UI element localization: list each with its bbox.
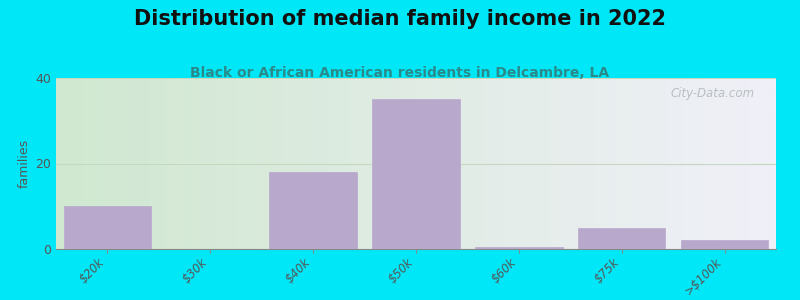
- Bar: [64, 206, 151, 249]
- Bar: [372, 99, 460, 249]
- Bar: [578, 228, 666, 249]
- Bar: [681, 241, 768, 249]
- Y-axis label: families: families: [18, 139, 31, 188]
- Text: City-Data.com: City-Data.com: [670, 86, 754, 100]
- Text: Black or African American residents in Delcambre, LA: Black or African American residents in D…: [190, 66, 610, 80]
- Bar: [475, 247, 562, 249]
- Text: Distribution of median family income in 2022: Distribution of median family income in …: [134, 9, 666, 29]
- Bar: [270, 172, 357, 249]
